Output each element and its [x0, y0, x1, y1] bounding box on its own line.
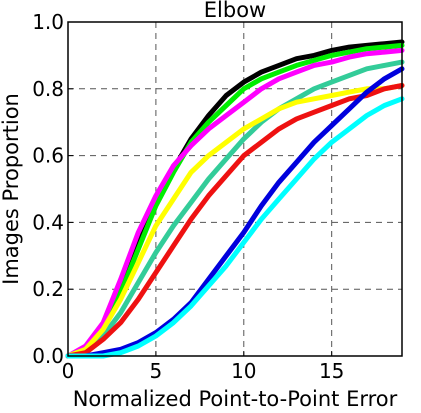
- series-line-2: [65, 42, 405, 359]
- series-line-3: [65, 47, 405, 359]
- plot-frame: [67, 21, 403, 357]
- y-axis-label: Images Proportion: [0, 93, 23, 285]
- x-tick-label-2: 10: [231, 359, 256, 383]
- y-tick-label-3: 0.6: [32, 144, 64, 168]
- x-tick-label-0: 0: [62, 359, 75, 383]
- y-tick-label-1: 0.2: [32, 277, 64, 301]
- chart-title: Elbow: [204, 0, 266, 22]
- y-tick-label-0: 0.0: [32, 344, 64, 368]
- y-tick-label-5: 1.0: [32, 10, 64, 34]
- x-axis-label: Normalized Point-to-Point Error: [73, 387, 398, 411]
- x-tick-label-1: 5: [150, 359, 163, 383]
- ticks: 0 5 10 15 0.0 0.2 0.4 0.6 0.8 1.0: [32, 10, 344, 383]
- series-line-5: [65, 83, 405, 359]
- y-tick-label-2: 0.4: [32, 210, 64, 234]
- series-line-7: [65, 66, 405, 359]
- x-tick-label-3: 15: [319, 359, 344, 383]
- series-line-6: [65, 83, 405, 359]
- series-line-4: [65, 59, 405, 359]
- y-tick-label-4: 0.8: [32, 77, 64, 101]
- series-layer: [65, 39, 405, 359]
- series-line-8: [65, 96, 405, 359]
